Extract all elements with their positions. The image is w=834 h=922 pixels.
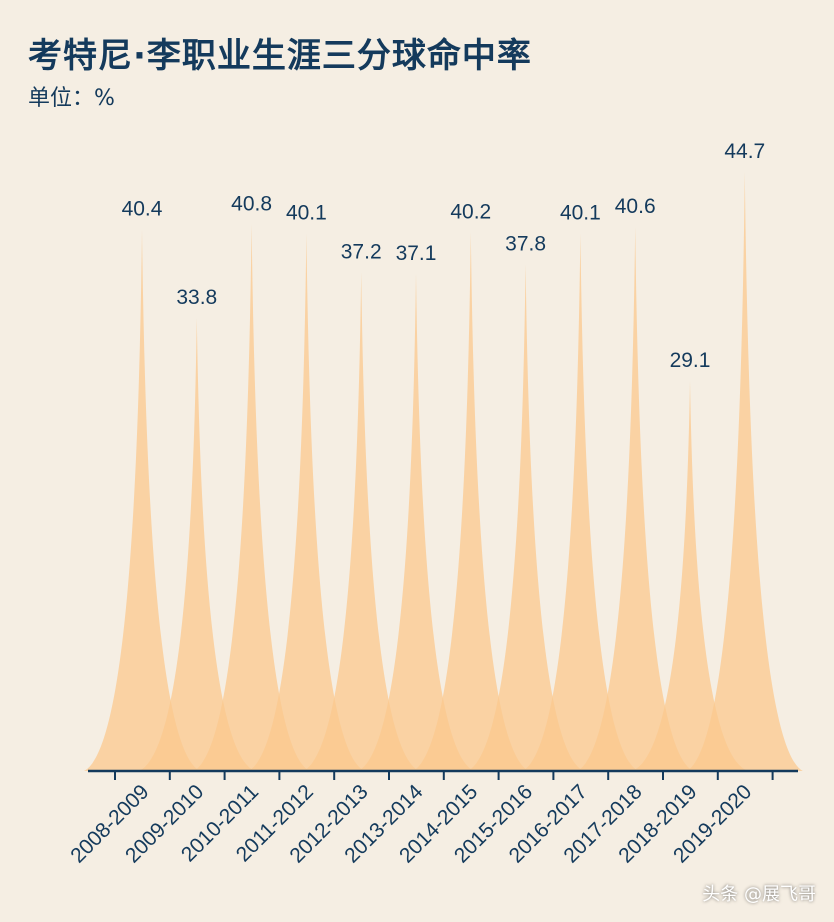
spike-2019-2020 — [686, 172, 803, 771]
data-label: 29.1 — [670, 349, 711, 372]
data-label: 40.1 — [560, 202, 601, 225]
data-label: 37.8 — [505, 232, 546, 255]
x-axis — [88, 769, 798, 780]
spike-2013-2014 — [358, 273, 474, 771]
data-label: 33.8 — [176, 286, 217, 309]
spike-2010-2011 — [193, 224, 310, 772]
spike-2012-2013 — [303, 272, 420, 771]
chart-unit-label: 单位：% — [28, 86, 115, 111]
data-label: 40.4 — [122, 198, 163, 221]
x-tick-labels: 2008-20092009-20102010-20112011-20122012… — [66, 780, 756, 868]
data-label: 40.6 — [615, 195, 656, 218]
spike-2018-2019 — [632, 381, 748, 771]
spike-2015-2016 — [467, 264, 584, 771]
spike-series — [84, 172, 803, 772]
data-label: 44.7 — [724, 140, 765, 163]
data-labels: 40.4 33.8 40.8 40.1 37.2 37.1 40.2 37.8 40.1 40.6… — [122, 140, 766, 372]
spike-2014-2015 — [412, 232, 529, 772]
chart-title: 考特尼·李职业生涯三分球命中率 — [28, 36, 532, 76]
data-label: 40.1 — [286, 202, 327, 225]
spike-2017-2018 — [577, 226, 694, 771]
spike-2009-2010 — [138, 318, 255, 771]
spike-2008-2009 — [84, 229, 200, 771]
data-label: 37.2 — [341, 241, 382, 264]
spike-2011-2012 — [248, 233, 365, 771]
watermark: 头条 @展飞哥 — [702, 884, 816, 905]
data-label: 40.2 — [450, 200, 491, 223]
data-label: 40.8 — [231, 192, 272, 215]
data-label: 37.1 — [396, 242, 437, 265]
spike-2016-2017 — [522, 233, 639, 771]
